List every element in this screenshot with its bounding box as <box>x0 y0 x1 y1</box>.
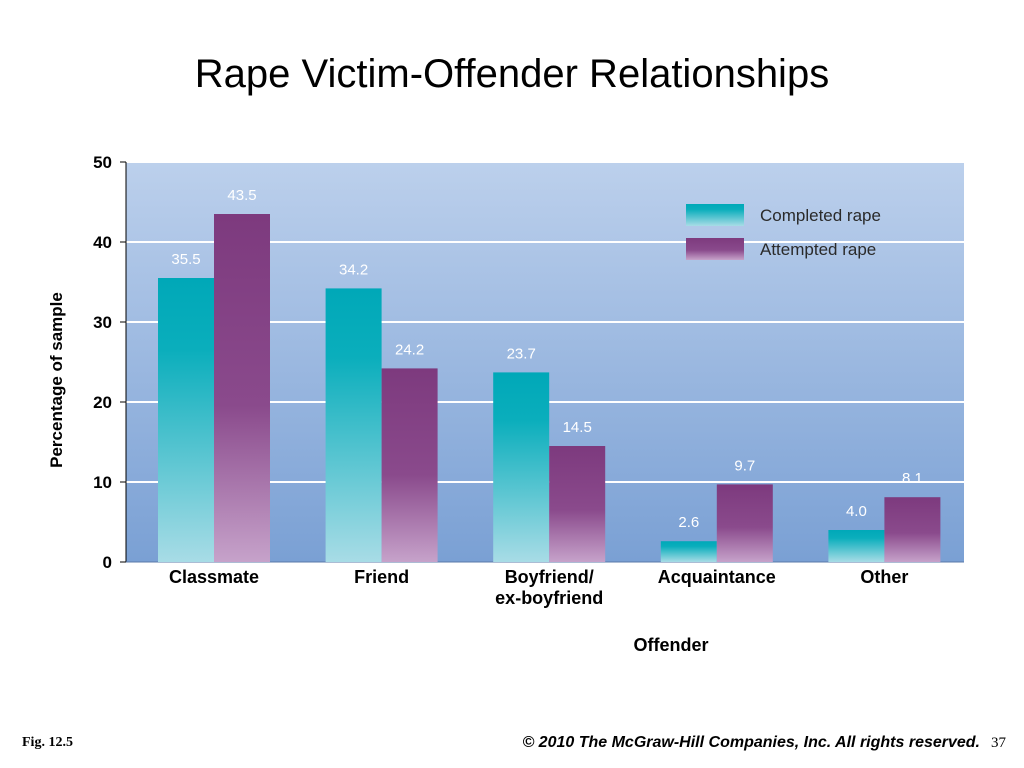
figure-label: Fig. 12.5 <box>22 735 73 750</box>
legend-swatch <box>686 238 744 260</box>
page-number: 37 <box>991 735 1006 751</box>
bar-attempted <box>214 214 270 562</box>
value-label: 14.5 <box>563 419 592 436</box>
value-label: 2.6 <box>678 514 699 531</box>
y-tick-label: 30 <box>93 313 112 332</box>
y-tick-label: 10 <box>93 473 112 492</box>
legend-label: Attempted rape <box>760 240 876 259</box>
y-tick-label: 50 <box>93 153 112 172</box>
copyright-notice: © 2010 The McGraw-Hill Companies, Inc. A… <box>522 734 980 751</box>
x-tick-label: Friend <box>354 567 409 587</box>
x-tick-label: Acquaintance <box>658 567 776 587</box>
bar-attempted <box>716 484 773 562</box>
value-label: 9.7 <box>734 457 755 474</box>
x-axis-label: Offender <box>633 635 708 655</box>
legend-swatch <box>686 204 744 226</box>
value-label: 35.5 <box>171 251 200 268</box>
legend-label: Completed rape <box>760 206 881 225</box>
bar-completed <box>828 530 885 562</box>
y-tick-label: 20 <box>93 393 112 412</box>
y-tick-label: 0 <box>103 553 112 572</box>
x-tick-label: Other <box>860 567 908 587</box>
value-label: 23.7 <box>507 345 536 362</box>
value-label: 24.2 <box>395 341 424 358</box>
bar-completed <box>493 372 550 562</box>
value-label: 34.2 <box>339 261 368 278</box>
value-label: 4.0 <box>846 503 867 520</box>
bar-completed <box>158 278 214 562</box>
x-tick-label: ex-boyfriend <box>495 588 603 608</box>
bar-completed <box>325 288 382 562</box>
x-tick-label: Boyfriend/ <box>505 567 594 587</box>
bar-attempted <box>884 497 941 562</box>
y-axis-label: Percentage of sample <box>47 292 66 468</box>
x-tick-label: Classmate <box>169 567 259 587</box>
bar-completed <box>660 541 717 562</box>
bar-attempted <box>549 446 606 562</box>
y-tick-label: 40 <box>93 233 112 252</box>
bar-attempted <box>381 368 438 562</box>
slide-title: Rape Victim-Offender Relationships <box>194 52 830 96</box>
value-label: 8.1 <box>902 470 923 487</box>
value-label: 43.5 <box>227 187 256 204</box>
